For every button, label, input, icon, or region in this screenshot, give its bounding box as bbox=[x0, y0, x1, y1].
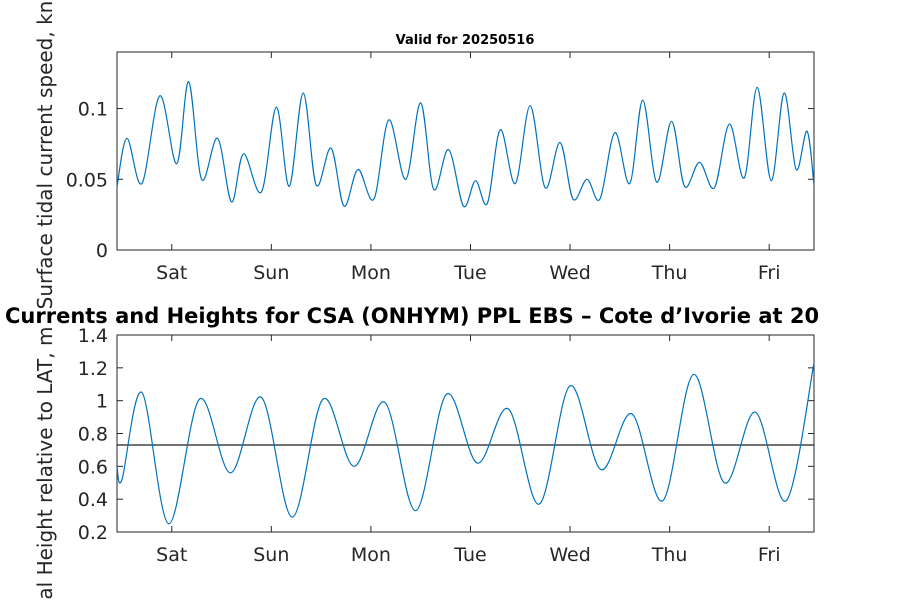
y-tick-label: 0.8 bbox=[78, 424, 108, 446]
x-tick-label: Thu bbox=[651, 544, 688, 566]
x-tick-label: Thu bbox=[651, 262, 688, 284]
y-tick-label: 1.4 bbox=[78, 325, 108, 347]
x-tick-label: Tue bbox=[453, 262, 486, 284]
tidal-height-x-ticks: Sat Sun Mon Tue Wed Thu Fri bbox=[156, 335, 781, 566]
y-tick-label: 0.4 bbox=[78, 489, 108, 511]
y-tick-label: 0.05 bbox=[66, 169, 108, 191]
y-tick-label: 0.6 bbox=[78, 456, 108, 478]
x-tick-label: Mon bbox=[351, 262, 391, 284]
x-tick-label: Sun bbox=[253, 262, 289, 284]
figure-main-title: Currents and Heights for CSA (ONHYM) PPL… bbox=[5, 304, 819, 328]
y-tick-label: 1 bbox=[96, 391, 108, 413]
y-tick-label: 0.2 bbox=[78, 522, 108, 544]
current-speed-y-ticks: 0 0.05 0.1 bbox=[66, 99, 814, 262]
x-tick-label: Mon bbox=[351, 544, 391, 566]
tidal-height-chart: 0.2 0.4 0.6 0.8 1 1.2 1.4 Sat Sun Mon Tue Wed Thu Fr… bbox=[33, 325, 815, 600]
tidal-height-y-ticks: 0.2 0.4 0.6 0.8 1 1.2 1.4 bbox=[78, 325, 814, 544]
x-tick-label: Sat bbox=[156, 544, 187, 566]
x-tick-label: Wed bbox=[549, 262, 590, 284]
tidal-height-series-line bbox=[116, 362, 815, 525]
current-speed-chart: Valid for 20250516 0 0.05 0.1 Sat Sun Mon Tue… bbox=[33, 1, 815, 310]
current-speed-title: Valid for 20250516 bbox=[396, 33, 535, 48]
current-speed-x-ticks: Sat Sun Mon Tue Wed Thu Fri bbox=[156, 52, 781, 284]
y-tick-label: 0 bbox=[96, 240, 108, 262]
x-tick-label: Tue bbox=[453, 544, 486, 566]
current-speed-y-axis-label: Surface tidal current speed, kn bbox=[33, 1, 57, 310]
tidal-height-y-axis-label: Tidal Height relative to LAT, m bbox=[33, 327, 57, 600]
y-tick-label: 0.1 bbox=[78, 99, 108, 121]
x-tick-label: Fri bbox=[758, 262, 781, 284]
x-tick-label: Sun bbox=[253, 544, 289, 566]
current-speed-plot-area bbox=[116, 51, 815, 251]
current-speed-series-line bbox=[116, 81, 815, 208]
y-tick-label: 1.2 bbox=[78, 358, 108, 380]
x-tick-label: Wed bbox=[549, 544, 590, 566]
x-tick-label: Sat bbox=[156, 262, 187, 284]
tidal-height-plot-area bbox=[116, 334, 815, 533]
x-tick-label: Fri bbox=[758, 544, 781, 566]
